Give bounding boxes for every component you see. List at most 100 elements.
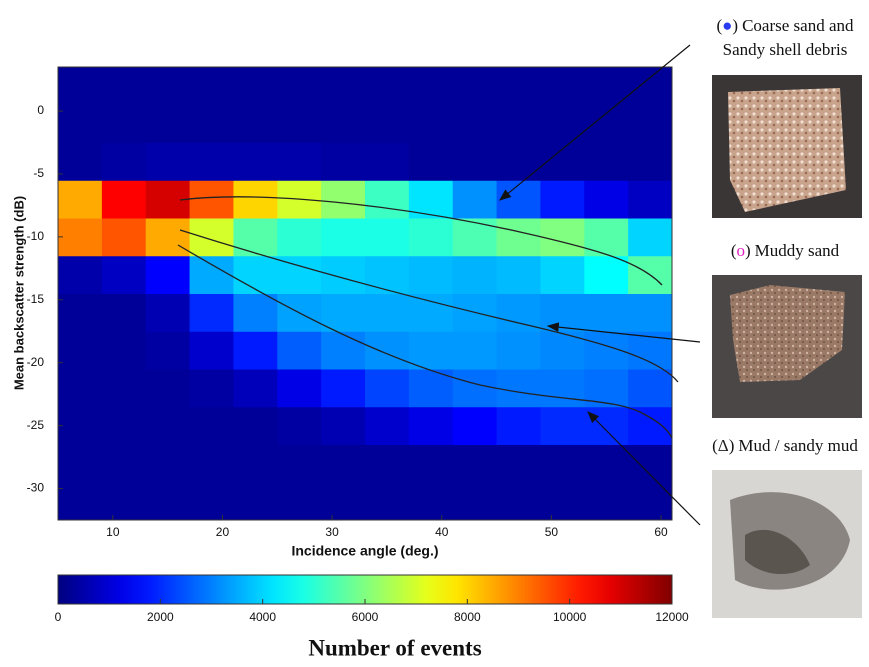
annotation-part: Mud / sandy mud <box>738 436 858 455</box>
heat-cell <box>233 406 278 445</box>
heat-cell <box>584 104 629 143</box>
heat-cell <box>101 67 147 106</box>
heat-cell <box>628 67 672 106</box>
y-tick-label: 0 <box>37 103 44 117</box>
annotation-part: ( <box>712 436 718 455</box>
heat-cell <box>321 406 366 445</box>
heat-cell <box>584 255 629 294</box>
heat-cell <box>233 67 278 106</box>
y-tick-label: -15 <box>27 292 45 306</box>
x-tick-label: 40 <box>435 525 449 539</box>
heat-cell <box>540 218 585 257</box>
heat-cell <box>496 67 541 106</box>
annotation-part: o <box>736 241 745 260</box>
heat-cell <box>145 255 191 294</box>
heat-cell <box>540 331 585 370</box>
heat-cell <box>277 369 322 408</box>
heat-cell <box>233 180 278 219</box>
heat-cell <box>321 255 366 294</box>
annotation-text: Sandy shell debris <box>723 40 848 59</box>
heat-cell <box>58 180 103 219</box>
heat-cell <box>452 331 498 370</box>
heat-cell <box>496 406 541 445</box>
x-tick-label: 50 <box>545 525 559 539</box>
heat-cell <box>452 104 498 143</box>
heat-cell <box>408 255 454 294</box>
heat-cell <box>101 104 147 143</box>
heat-cell <box>365 180 410 219</box>
annotation-text: (Δ) Mud / sandy mud <box>712 436 858 455</box>
heat-cell <box>321 482 366 520</box>
heat-cell <box>145 67 191 106</box>
heat-cell <box>540 406 585 445</box>
heat-cell <box>277 142 322 181</box>
heat-cell <box>321 142 366 181</box>
x-tick-label: 60 <box>654 525 668 539</box>
heat-cell <box>145 369 191 408</box>
heat-cell <box>365 218 410 257</box>
heat-cell <box>233 444 278 483</box>
annotation-part: Coarse sand and <box>742 16 854 35</box>
heat-cell <box>58 482 103 520</box>
heat-cell <box>584 180 629 219</box>
heat-cell <box>496 482 541 520</box>
heat-cell <box>452 180 498 219</box>
heat-cell <box>321 104 366 143</box>
heat-cell <box>408 444 454 483</box>
heat-cell <box>584 293 629 332</box>
heat-cell <box>189 369 234 408</box>
heat-cell <box>58 218 103 257</box>
heat-cell <box>540 444 585 483</box>
heat-cell <box>540 369 585 408</box>
heat-cell <box>58 104 103 143</box>
heat-cell <box>101 369 147 408</box>
heat-cell <box>233 104 278 143</box>
heat-cell <box>365 406 410 445</box>
heat-cell <box>365 104 410 143</box>
heat-cell <box>233 142 278 181</box>
heat-cell <box>365 482 410 520</box>
heat-cell <box>408 104 454 143</box>
heat-cell <box>452 482 498 520</box>
heat-cell <box>365 444 410 483</box>
heat-cell <box>540 67 585 106</box>
y-tick-label: -25 <box>27 418 45 432</box>
heat-cell <box>628 142 672 181</box>
heat-cell <box>496 255 541 294</box>
heat-cell <box>540 104 585 143</box>
heat-cell <box>408 482 454 520</box>
heat-cell <box>452 255 498 294</box>
annotation-part: ● <box>722 16 732 35</box>
heat-cell <box>365 293 410 332</box>
heat-cell <box>189 331 234 370</box>
heat-cell <box>408 218 454 257</box>
heat-cell <box>584 142 629 181</box>
y-tick-label: -5 <box>33 166 44 180</box>
heat-cell <box>189 255 234 294</box>
heat-cell <box>540 180 585 219</box>
annotation-text: (●) Coarse sand and <box>716 16 854 35</box>
colorbar-tick-label: 4000 <box>249 610 276 624</box>
heat-cell <box>233 331 278 370</box>
annotation-part: ) <box>745 241 751 260</box>
heat-cell <box>101 255 147 294</box>
heat-cell <box>496 104 541 143</box>
x-tick-label: 30 <box>325 525 339 539</box>
x-tick-label: 20 <box>216 525 230 539</box>
heat-cell <box>628 369 672 408</box>
trend-curves <box>177 196 679 439</box>
annotation-part: ( <box>716 16 722 35</box>
heat-cell <box>365 67 410 106</box>
arrows <box>499 44 701 526</box>
heat-cell <box>101 293 147 332</box>
heat-cell <box>101 180 147 219</box>
heat-cell <box>496 331 541 370</box>
heat-cell <box>189 482 234 520</box>
sample-photos <box>712 75 862 618</box>
heat-cell <box>233 482 278 520</box>
y-tick-label: -10 <box>27 229 45 243</box>
heat-cell <box>452 67 498 106</box>
heat-cell <box>321 67 366 106</box>
heat-cell <box>58 444 103 483</box>
heat-cell <box>584 218 629 257</box>
